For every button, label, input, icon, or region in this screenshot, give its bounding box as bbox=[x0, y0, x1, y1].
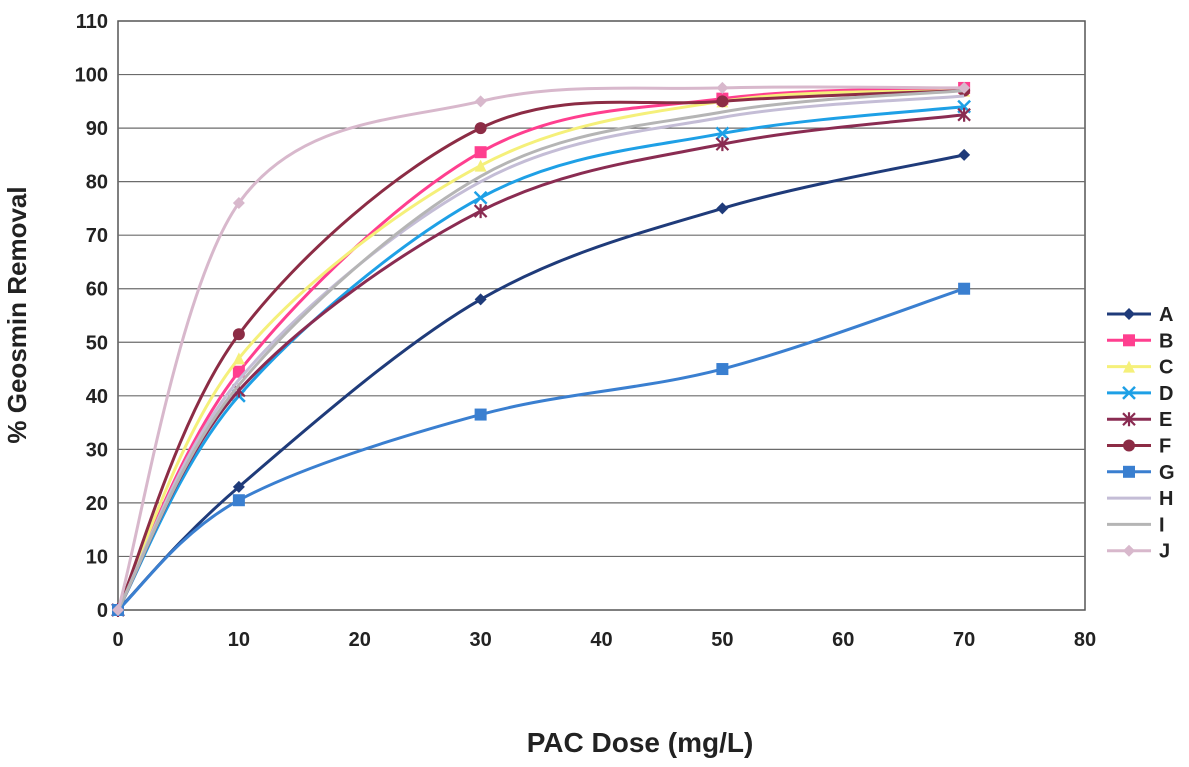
data-point-A-10 bbox=[232, 480, 245, 493]
data-point-E-30 bbox=[473, 204, 488, 219]
data-point-C-30 bbox=[474, 159, 487, 172]
legend-label-D: D bbox=[1159, 383, 1173, 405]
data-point-D-30 bbox=[473, 190, 488, 205]
legend-label-I: I bbox=[1159, 514, 1165, 536]
x-tick-label-0: 0 bbox=[112, 629, 123, 651]
legend-label-F: F bbox=[1159, 436, 1171, 458]
series-line-J bbox=[116, 85, 965, 611]
legend-label-B: B bbox=[1159, 330, 1173, 352]
data-point-E-50 bbox=[715, 137, 730, 152]
legend-label-J: J bbox=[1159, 541, 1170, 563]
legend-marker-F bbox=[1123, 439, 1135, 452]
data-point-J-10 bbox=[232, 197, 245, 210]
data-point-C-10 bbox=[232, 352, 245, 365]
series-H bbox=[116, 94, 965, 611]
data-point-J-70 bbox=[958, 81, 971, 94]
series-line-B bbox=[116, 86, 965, 611]
data-point-F-30 bbox=[474, 122, 487, 135]
series-layer bbox=[111, 81, 972, 617]
y-tick-label-30: 30 bbox=[86, 439, 108, 461]
data-point-J-30 bbox=[474, 95, 487, 108]
data-point-J-0 bbox=[112, 604, 124, 616]
y-tick-label-70: 70 bbox=[86, 225, 108, 247]
x-tick-label-80: 80 bbox=[1074, 629, 1096, 651]
series-line-H bbox=[116, 94, 965, 611]
legend-label-C: C bbox=[1159, 357, 1173, 379]
y-tick-label-50: 50 bbox=[86, 332, 108, 354]
legend-label-A: A bbox=[1159, 304, 1173, 326]
y-tick-label-20: 20 bbox=[86, 493, 108, 515]
x-tick-label-40: 40 bbox=[590, 629, 612, 651]
y-tick-label-0: 0 bbox=[97, 600, 108, 622]
y-tick-label-10: 10 bbox=[86, 546, 108, 568]
data-point-G-30 bbox=[474, 408, 487, 421]
legend-item-B: B bbox=[1107, 330, 1173, 352]
y-tick-label-40: 40 bbox=[86, 386, 108, 408]
series-J bbox=[112, 81, 971, 616]
y-tick-label-110: 110 bbox=[76, 11, 108, 33]
data-point-B-30 bbox=[474, 146, 487, 159]
x-tick-label-30: 30 bbox=[470, 629, 492, 651]
y-tick-label-90: 90 bbox=[86, 118, 108, 140]
tick-labels: 0 10 20 30 40 50 60 70 80 90 100 110 0 10 20 30 40 50 60 70… bbox=[75, 11, 1097, 651]
legend-item-D: D bbox=[1107, 383, 1173, 405]
legend-marker-D bbox=[1122, 386, 1136, 400]
x-tick-label-20: 20 bbox=[349, 629, 371, 651]
legend-marker-G bbox=[1123, 465, 1135, 478]
series-I bbox=[116, 89, 965, 611]
legend-label-G: G bbox=[1159, 462, 1175, 484]
legend-marker-C bbox=[1123, 360, 1135, 373]
data-point-E-70 bbox=[957, 107, 971, 122]
x-tick-label-10: 10 bbox=[228, 629, 250, 651]
legend-item-G: G bbox=[1107, 462, 1175, 484]
x-tick-label-60: 60 bbox=[832, 629, 854, 651]
legend-item-C: C bbox=[1107, 357, 1173, 379]
legend-label-E: E bbox=[1159, 409, 1172, 431]
legend-item-A: A bbox=[1107, 304, 1173, 326]
x-tick-label-70: 70 bbox=[953, 629, 975, 651]
legend-marker-J bbox=[1123, 544, 1135, 557]
legend-marker-B bbox=[1123, 334, 1135, 347]
data-point-A-50 bbox=[716, 202, 729, 215]
y-tick-label-100: 100 bbox=[75, 65, 108, 87]
y-tick-label-80: 80 bbox=[86, 172, 108, 194]
legend-item-J: J bbox=[1107, 541, 1170, 563]
y-axis-title: % Geosmin Removal bbox=[2, 186, 32, 443]
data-point-G-70 bbox=[958, 282, 971, 295]
legend-marker-E bbox=[1122, 412, 1136, 427]
legend-item-H: H bbox=[1107, 488, 1173, 510]
data-point-G-10 bbox=[232, 494, 245, 507]
data-point-F-10 bbox=[232, 328, 245, 341]
data-point-G-50 bbox=[716, 363, 729, 376]
legend-label-H: H bbox=[1159, 488, 1173, 510]
x-axis-title: PAC Dose (mg/L) bbox=[527, 727, 754, 758]
series-line-F bbox=[116, 89, 965, 611]
gridlines bbox=[118, 73, 1085, 558]
data-point-J-50 bbox=[716, 81, 729, 94]
legend-item-E: E bbox=[1107, 409, 1172, 431]
legend-item-I: I bbox=[1107, 514, 1165, 536]
data-point-D-50 bbox=[715, 126, 730, 141]
legend-marker-A bbox=[1123, 308, 1135, 320]
data-point-F-50 bbox=[716, 95, 729, 108]
series-line-C bbox=[116, 89, 965, 611]
legend-item-F: F bbox=[1107, 436, 1171, 458]
data-point-A-30 bbox=[474, 293, 487, 306]
x-tick-label-50: 50 bbox=[711, 629, 733, 651]
data-point-A-70 bbox=[958, 148, 971, 161]
series-line-I bbox=[116, 89, 965, 611]
y-tick-label-60: 60 bbox=[86, 279, 108, 301]
